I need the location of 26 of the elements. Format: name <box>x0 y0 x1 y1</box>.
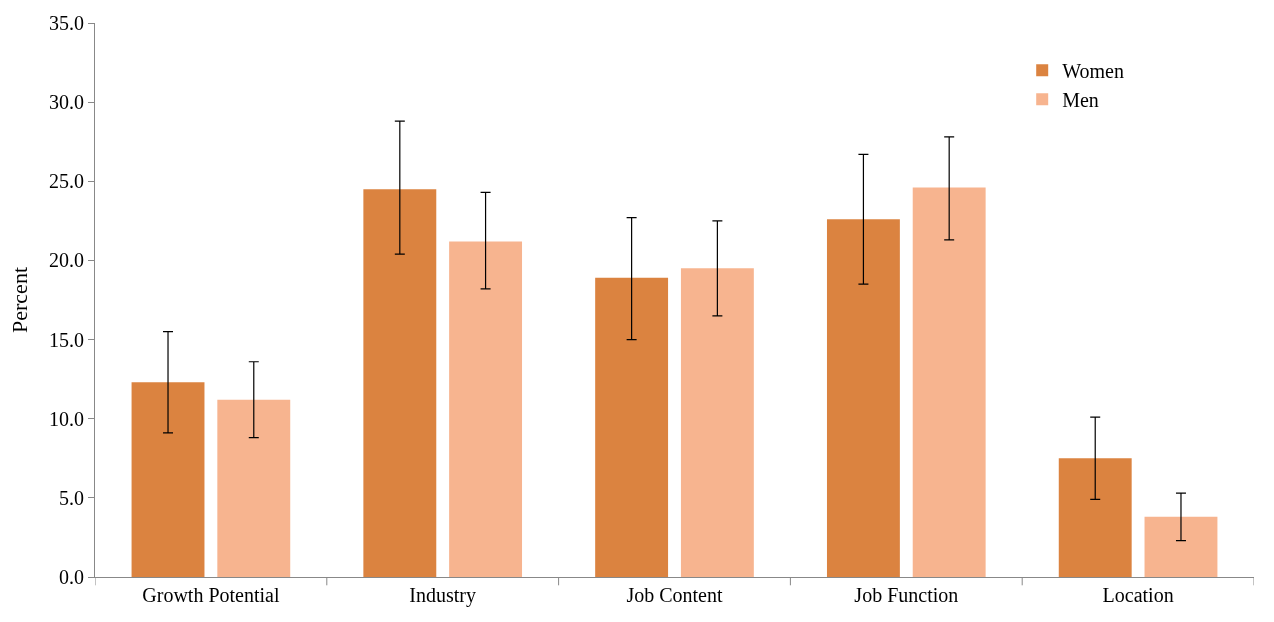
y-tick-label: 5.0 <box>59 486 84 509</box>
legend-label: Women <box>1062 60 1124 82</box>
bar <box>131 382 205 577</box>
bar <box>1144 516 1218 577</box>
y-axis-title: Percent <box>6 267 32 333</box>
bar <box>1058 458 1132 577</box>
x-tick-label: Industry <box>409 584 477 607</box>
bar <box>363 189 437 577</box>
bar <box>595 277 669 577</box>
y-tick-label: 30.0 <box>49 91 84 114</box>
y-tick-label: 10.0 <box>49 407 84 430</box>
x-tick-label: Job Content <box>626 584 723 606</box>
y-tick-label: 0.0 <box>59 566 84 588</box>
bar <box>680 268 754 577</box>
x-tick-label: Location <box>1102 584 1174 606</box>
y-tick-label: 25.0 <box>49 170 84 193</box>
y-tick-label: 20.0 <box>49 249 84 272</box>
legend-label: Men <box>1062 89 1099 111</box>
x-tick-label: Job Function <box>854 584 959 606</box>
bar <box>826 219 900 577</box>
y-tick-label: 35.0 <box>49 12 84 34</box>
bar <box>217 399 291 577</box>
x-tick-label: Growth Potential <box>142 584 280 606</box>
bar <box>912 187 986 577</box>
bar <box>449 241 523 577</box>
y-tick-label: 15.0 <box>49 328 84 351</box>
